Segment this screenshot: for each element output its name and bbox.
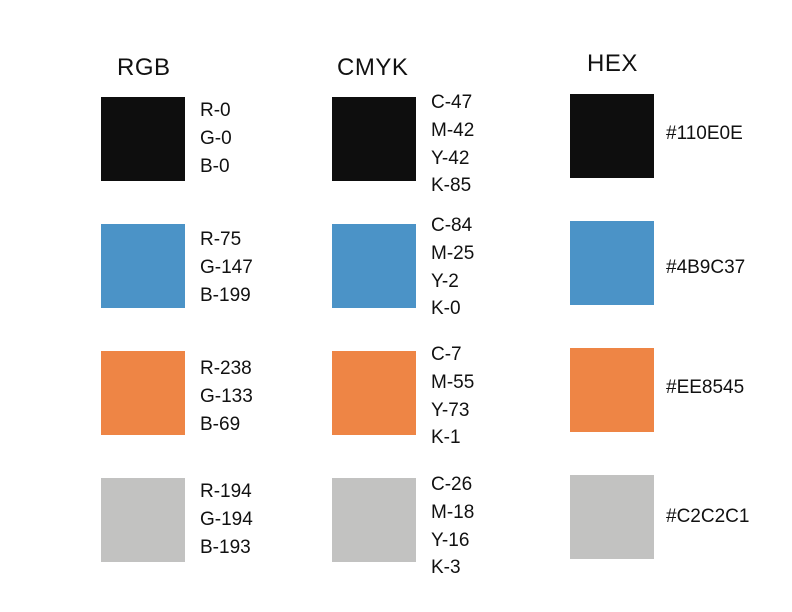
hex-value-black: #110E0E <box>666 123 743 144</box>
cmyk-k-value: K-1 <box>431 427 461 449</box>
rgb-swatch-black <box>101 97 185 181</box>
cmyk-values-black: C-47 M-42 Y-42 K-85 <box>431 89 474 200</box>
cmyk-m-value: M-25 <box>431 242 475 264</box>
rgb-b-value: B-69 <box>200 413 241 435</box>
cmyk-y-value: Y-16 <box>431 529 470 551</box>
cmyk-y-value: Y-42 <box>431 147 470 169</box>
cmyk-m-value: M-55 <box>431 371 475 393</box>
rgb-values-black: R-0 G-0 B-0 <box>200 97 232 180</box>
rgb-values-gray: R-194 G-194 B-193 <box>200 478 253 561</box>
rgb-r-value: R-238 <box>200 358 252 379</box>
cmyk-c-value: C-47 <box>431 92 473 113</box>
hex-value-gray: #C2C2C1 <box>666 506 750 527</box>
cmyk-y-value: Y-2 <box>431 270 459 292</box>
rgb-b-value: B-193 <box>200 536 251 558</box>
rgb-swatch-gray <box>101 478 185 562</box>
hex-swatch-blue <box>570 221 654 305</box>
cmyk-swatch-gray <box>332 478 416 562</box>
rgb-g-value: G-133 <box>200 385 253 407</box>
cmyk-m-value: M-18 <box>431 501 475 523</box>
cmyk-c-value: C-84 <box>431 215 473 236</box>
rgb-r-value: R-0 <box>200 100 231 121</box>
rgb-swatch-blue <box>101 224 185 308</box>
hex-value-orange: #EE8545 <box>666 377 745 398</box>
cmyk-values-blue: C-84 M-25 Y-2 K-0 <box>431 212 474 323</box>
cmyk-k-value: K-85 <box>431 175 472 197</box>
cmyk-values-gray: C-26 M-18 Y-16 K-3 <box>431 471 474 582</box>
hex-swatch-gray <box>570 475 654 559</box>
cmyk-swatch-orange <box>332 351 416 435</box>
cmyk-c-value: C-26 <box>431 474 473 495</box>
rgb-values-blue: R-75 G-147 B-199 <box>200 226 253 309</box>
rgb-g-value: G-147 <box>200 256 253 278</box>
rgb-swatch-orange <box>101 351 185 435</box>
hex-swatch-black <box>570 94 654 178</box>
rgb-g-value: G-0 <box>200 127 232 149</box>
rgb-b-value: B-0 <box>200 155 230 177</box>
cmyk-k-value: K-3 <box>431 557 461 579</box>
rgb-heading: RGB <box>117 54 171 81</box>
rgb-values-orange: R-238 G-133 B-69 <box>200 355 253 438</box>
cmyk-swatch-blue <box>332 224 416 308</box>
hex-swatch-orange <box>570 348 654 432</box>
cmyk-c-value: C-7 <box>431 344 462 365</box>
cmyk-m-value: M-42 <box>431 119 475 141</box>
rgb-g-value: G-194 <box>200 508 253 530</box>
hex-value-blue: #4B9C37 <box>666 257 746 278</box>
hex-heading: HEX <box>587 50 638 77</box>
cmyk-swatch-black <box>332 97 416 181</box>
cmyk-heading: CMYK <box>337 54 409 81</box>
rgb-b-value: B-199 <box>200 284 251 306</box>
cmyk-k-value: K-0 <box>431 298 461 320</box>
rgb-r-value: R-194 <box>200 481 252 502</box>
rgb-r-value: R-75 <box>200 229 242 250</box>
cmyk-values-orange: C-7 M-55 Y-73 K-1 <box>431 341 474 452</box>
cmyk-y-value: Y-73 <box>431 399 470 421</box>
